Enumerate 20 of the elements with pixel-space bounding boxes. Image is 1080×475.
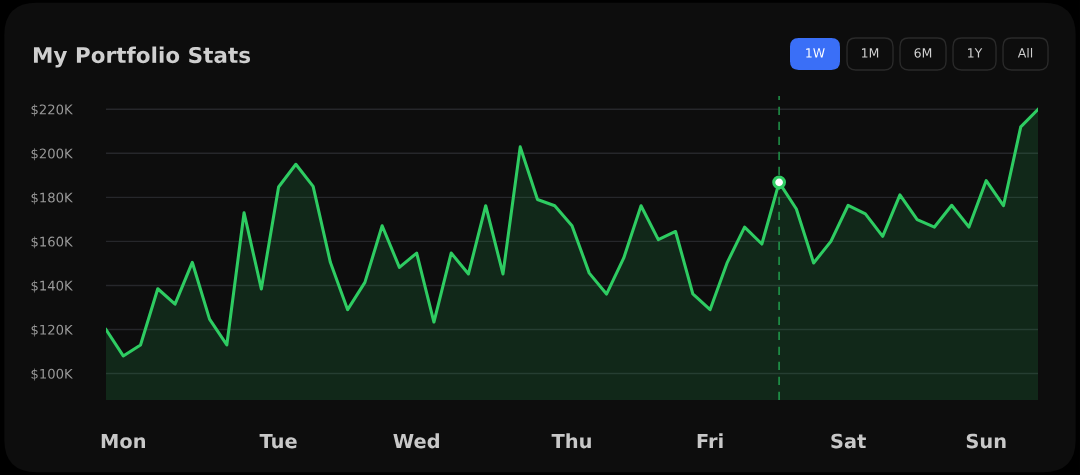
x-tick-label: Sun — [966, 433, 1006, 449]
y-tick-label: $180K — [31, 192, 73, 205]
text: All — [1017, 47, 1033, 58]
text: 1Y — [968, 48, 983, 58]
y-tick-label: $100K — [31, 368, 73, 381]
x-tick-label: Mon — [101, 433, 146, 449]
x-tick-label: Thu — [551, 433, 591, 449]
x-tick-label: Fri — [697, 433, 723, 449]
x-tick-label: Sat — [831, 433, 866, 449]
y-tick-label: $140K — [31, 280, 73, 293]
text: 1M — [862, 48, 879, 58]
x-tick-label: Tue — [259, 433, 297, 449]
text: 6M — [914, 48, 932, 58]
y-tick-label: $220K — [31, 104, 73, 117]
y-tick-label: $200K — [31, 148, 73, 161]
y-tick-label: $120K — [31, 324, 73, 337]
y-tick-label: $160K — [31, 236, 73, 249]
chart-title: My Portfolio Stats — [33, 46, 251, 68]
text: 1W — [806, 48, 825, 58]
x-tick-label: Wed — [393, 433, 439, 449]
